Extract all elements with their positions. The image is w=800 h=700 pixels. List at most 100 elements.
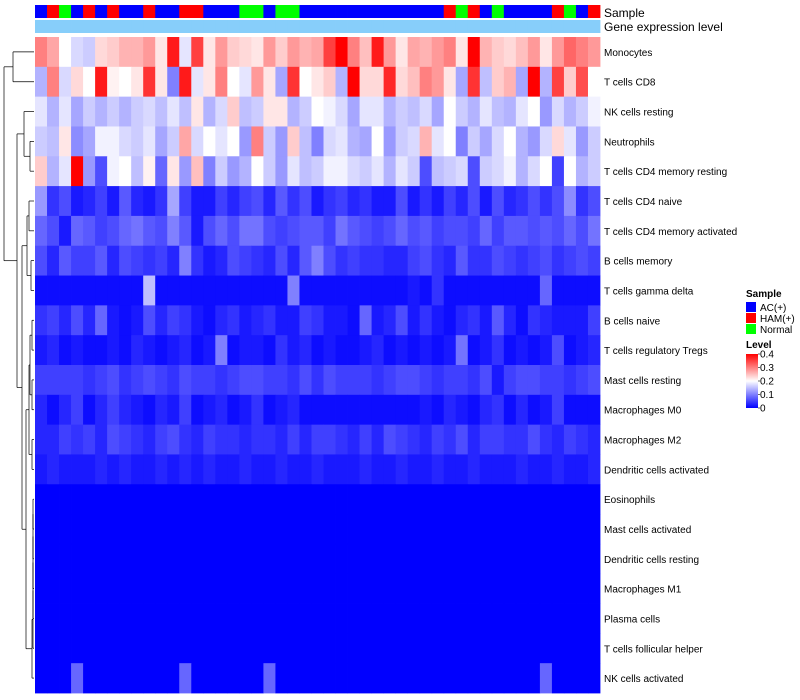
heatmap-cell bbox=[227, 126, 240, 157]
heatmap-cell bbox=[107, 514, 120, 545]
heatmap-cell bbox=[227, 37, 240, 68]
heatmap-cell bbox=[335, 424, 348, 455]
heatmap-cell bbox=[215, 126, 228, 157]
heatmap-cell bbox=[455, 245, 469, 276]
heatmap-cell bbox=[575, 514, 589, 545]
heatmap-cell bbox=[563, 66, 577, 98]
heatmap-cell bbox=[299, 484, 312, 515]
heatmap-cell bbox=[227, 633, 240, 664]
heatmap-cell bbox=[443, 484, 457, 515]
heatmap-cell bbox=[179, 335, 192, 366]
heatmap-cell bbox=[395, 245, 409, 276]
heatmap-cell bbox=[491, 663, 505, 694]
heatmap-cell bbox=[359, 37, 372, 68]
heatmap-cell bbox=[359, 633, 372, 664]
heatmap-cell bbox=[479, 215, 493, 247]
heatmap-cell bbox=[71, 543, 84, 575]
heatmap-cell bbox=[263, 305, 276, 336]
heatmap-cell bbox=[479, 156, 493, 187]
heatmap-cell bbox=[359, 126, 372, 157]
sample-legend-label: AC(+) bbox=[760, 303, 786, 314]
heatmap-cell bbox=[251, 96, 264, 127]
heatmap-cell bbox=[119, 663, 132, 694]
heatmap-cell bbox=[335, 454, 348, 485]
heatmap-cell bbox=[407, 573, 421, 604]
heatmap-cell bbox=[143, 573, 156, 604]
heatmap-cell bbox=[479, 305, 493, 336]
heatmap-cell bbox=[575, 156, 589, 187]
heatmap-cell bbox=[575, 37, 589, 68]
heatmap-cell bbox=[359, 573, 372, 604]
heatmap-cell bbox=[371, 275, 385, 306]
heatmap-cell bbox=[503, 305, 517, 336]
heatmap-cell bbox=[515, 126, 529, 157]
heatmap-cell bbox=[251, 335, 264, 366]
row-label: Macrophages M1 bbox=[604, 585, 682, 596]
expression-cell bbox=[467, 20, 481, 33]
heatmap-cell bbox=[407, 454, 421, 485]
heatmap-cell bbox=[431, 633, 445, 664]
heatmap-cell bbox=[383, 573, 397, 604]
heatmap-cell bbox=[263, 514, 276, 545]
heatmap-cell bbox=[191, 96, 204, 127]
heatmap-cell bbox=[155, 454, 168, 485]
heatmap-cell bbox=[395, 663, 409, 694]
heatmap-cell bbox=[539, 275, 553, 306]
heatmap-cell bbox=[383, 96, 397, 127]
heatmap-cell bbox=[467, 66, 481, 98]
sample-cell bbox=[371, 5, 385, 18]
heatmap-cell bbox=[71, 424, 84, 455]
heatmap-cell bbox=[443, 245, 457, 276]
heatmap-cell bbox=[383, 186, 397, 217]
heatmap-cell bbox=[107, 305, 120, 336]
heatmap-cell bbox=[299, 543, 312, 575]
heatmap-cell bbox=[455, 543, 469, 575]
heatmap-cell bbox=[539, 633, 553, 664]
heatmap-cell bbox=[35, 186, 48, 217]
heatmap-cell bbox=[119, 424, 132, 455]
heatmap-cell bbox=[335, 245, 348, 276]
heatmap-cell bbox=[71, 156, 84, 187]
heatmap-cell bbox=[335, 663, 348, 694]
heatmap-cell bbox=[323, 573, 336, 604]
heatmap-cell bbox=[191, 573, 204, 604]
heatmap-cell bbox=[239, 245, 252, 276]
sample-cell bbox=[503, 5, 517, 18]
heatmap-cell bbox=[527, 156, 541, 187]
heatmap-cell bbox=[539, 514, 553, 545]
heatmap-cell bbox=[479, 484, 493, 515]
heatmap-cell bbox=[335, 573, 348, 604]
heatmap-cell bbox=[383, 394, 397, 426]
heatmap-cell bbox=[515, 603, 529, 634]
heatmap-cell bbox=[275, 394, 288, 426]
heatmap-cell bbox=[335, 96, 348, 127]
heatmap-cell bbox=[167, 663, 180, 694]
heatmap-cell bbox=[347, 603, 360, 634]
heatmap-cell bbox=[263, 66, 276, 98]
heatmap-cell bbox=[95, 454, 108, 485]
heatmap-cell bbox=[107, 663, 120, 694]
expression-cell bbox=[563, 20, 577, 33]
heatmap-cell bbox=[311, 573, 324, 604]
heatmap-cell bbox=[479, 66, 493, 98]
heatmap-cell bbox=[131, 186, 144, 217]
heatmap-cell bbox=[491, 215, 505, 247]
heatmap-cell bbox=[323, 37, 336, 68]
heatmap-cell bbox=[179, 245, 192, 276]
heatmap-cell bbox=[503, 275, 517, 306]
heatmap-cell bbox=[431, 275, 445, 306]
heatmap-cell bbox=[131, 573, 144, 604]
heatmap-cell bbox=[491, 156, 505, 187]
heatmap-cell bbox=[371, 663, 385, 694]
heatmap-cell bbox=[515, 424, 529, 455]
heatmap-cell bbox=[119, 66, 132, 98]
heatmap-cell bbox=[551, 633, 565, 664]
heatmap-cell bbox=[491, 305, 505, 336]
heatmap-cell bbox=[419, 454, 433, 485]
heatmap-cell bbox=[575, 245, 589, 276]
heatmap-cell bbox=[587, 245, 601, 276]
heatmap-cell bbox=[179, 66, 192, 98]
heatmap-cell bbox=[503, 335, 517, 366]
heatmap-cell bbox=[131, 305, 144, 336]
row-label: Dendritic cells resting bbox=[604, 555, 699, 566]
